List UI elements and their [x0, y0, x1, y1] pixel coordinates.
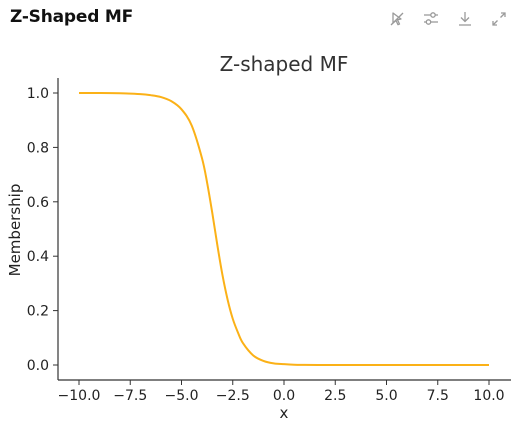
y-tick-label: 0.0 — [27, 358, 49, 374]
membership-curve — [78, 91, 489, 367]
download-button[interactable] — [454, 8, 476, 30]
y-tick-label: 1.0 — [27, 86, 49, 102]
x-tick-label: −2.5 — [216, 388, 250, 404]
x-tick-label: 5.0 — [375, 388, 397, 404]
y-axis-label: Membership — [6, 184, 24, 277]
y-tick-label: 0.4 — [27, 249, 49, 265]
sliders-button[interactable] — [420, 8, 442, 30]
expand-icon — [492, 12, 506, 26]
y-tick-label: 0.2 — [27, 304, 49, 320]
x-tick-label: −5.0 — [165, 388, 199, 404]
x-tick-label: −7.5 — [113, 388, 147, 404]
x-tick-label: 10.0 — [473, 388, 504, 404]
z-shaped-chart: Z-shaped MF −10.0 −7.5 −5.0 −2.5 0.0 2.5 5.0 7.… — [6, 52, 511, 422]
chart-title: Z-shaped MF — [220, 52, 349, 76]
y-tick-label: 0.8 — [27, 140, 49, 156]
x-tick-label: −10.0 — [58, 388, 101, 404]
chart-axes — [57, 78, 511, 381]
x-tick-label: 2.5 — [324, 388, 346, 404]
sliders-icon — [424, 12, 438, 25]
panel-header: Z-Shaped MF — [0, 0, 522, 38]
y-tick-label: 0.6 — [27, 195, 49, 211]
download-icon — [459, 12, 471, 26]
panel-title: Z-Shaped MF — [10, 7, 134, 27]
pointer-off-icon — [390, 12, 404, 26]
y-axis-ticks: 0.0 0.2 0.4 0.6 0.8 1.0 — [27, 86, 58, 374]
x-tick-label: 7.5 — [427, 388, 449, 404]
x-tick-label: 0.0 — [273, 388, 295, 404]
panel-toolbar — [386, 8, 510, 30]
pointer-off-button[interactable] — [386, 8, 408, 30]
x-axis-ticks: −10.0 −7.5 −5.0 −2.5 0.0 2.5 5.0 7.5 10.0 — [58, 380, 505, 404]
x-axis-label: x — [280, 404, 289, 422]
expand-button[interactable] — [488, 8, 510, 30]
chart-container: Z-shaped MF −10.0 −7.5 −5.0 −2.5 0.0 2.5 5.0 7.… — [0, 38, 522, 428]
